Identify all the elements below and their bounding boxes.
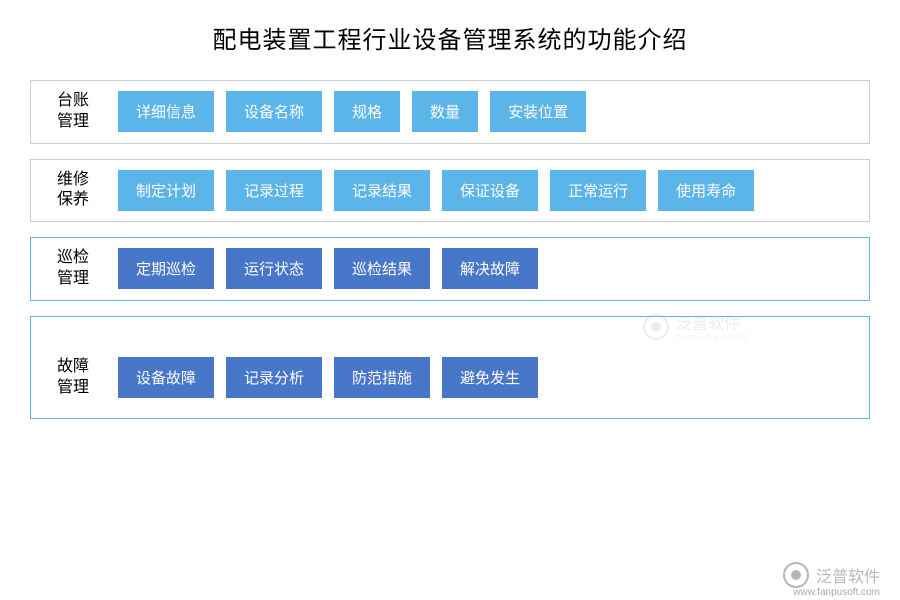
item-running-status: 运行状态 [226,248,322,289]
item-record-result: 记录结果 [334,170,430,211]
items-container: 设备故障 记录分析 防范措施 避免发生 [118,357,857,398]
item-regular-inspection: 定期巡检 [118,248,214,289]
watermark-url: www.fanpusoft.com [793,587,880,598]
item-avoid-occurrence: 避免发生 [442,357,538,398]
section-ledger-management: 台账管理 详细信息 设备名称 规格 数量 安装位置 [30,80,870,144]
item-device-fault: 设备故障 [118,357,214,398]
watermark-brand: 泛普软件 [676,310,750,334]
section-label: 巡检管理 [43,248,103,290]
item-ensure-device: 保证设备 [442,170,538,211]
section-label: 维修保养 [43,170,103,212]
items-container: 定期巡检 运行状态 巡检结果 解决故障 [118,248,857,289]
watermark-brand: 泛普软件 [816,563,880,587]
watermark-subtitle: FANPU SOFTWARE [676,334,750,343]
item-record-process: 记录过程 [226,170,322,211]
item-inspection-result: 巡检结果 [334,248,430,289]
watermark-middle: 泛普软件 FANPU SOFTWARE [641,310,750,343]
item-specification: 规格 [334,91,400,132]
item-detail-info: 详细信息 [118,91,214,132]
logo-icon [641,312,671,342]
items-container: 详细信息 设备名称 规格 数量 安装位置 [118,91,857,132]
items-container: 制定计划 记录过程 记录结果 保证设备 正常运行 使用寿命 [118,170,857,211]
section-label: 台账管理 [43,91,103,133]
item-service-life: 使用寿命 [658,170,754,211]
item-solve-fault: 解决故障 [442,248,538,289]
item-device-name: 设备名称 [226,91,322,132]
item-record-analysis: 记录分析 [226,357,322,398]
section-maintenance: 维修保养 制定计划 记录过程 记录结果 保证设备 正常运行 使用寿命 [30,159,870,223]
item-make-plan: 制定计划 [118,170,214,211]
watermark-bottom: 泛普软件 [781,560,880,590]
section-inspection-management: 巡检管理 定期巡检 运行状态 巡检结果 解决故障 [30,237,870,301]
section-label: 故障管理 [43,357,103,399]
item-prevention-measure: 防范措施 [334,357,430,398]
page-title: 配电装置工程行业设备管理系统的功能介绍 [30,20,870,55]
item-quantity: 数量 [412,91,478,132]
item-install-location: 安装位置 [490,91,586,132]
logo-icon [781,560,811,590]
item-normal-operation: 正常运行 [550,170,646,211]
